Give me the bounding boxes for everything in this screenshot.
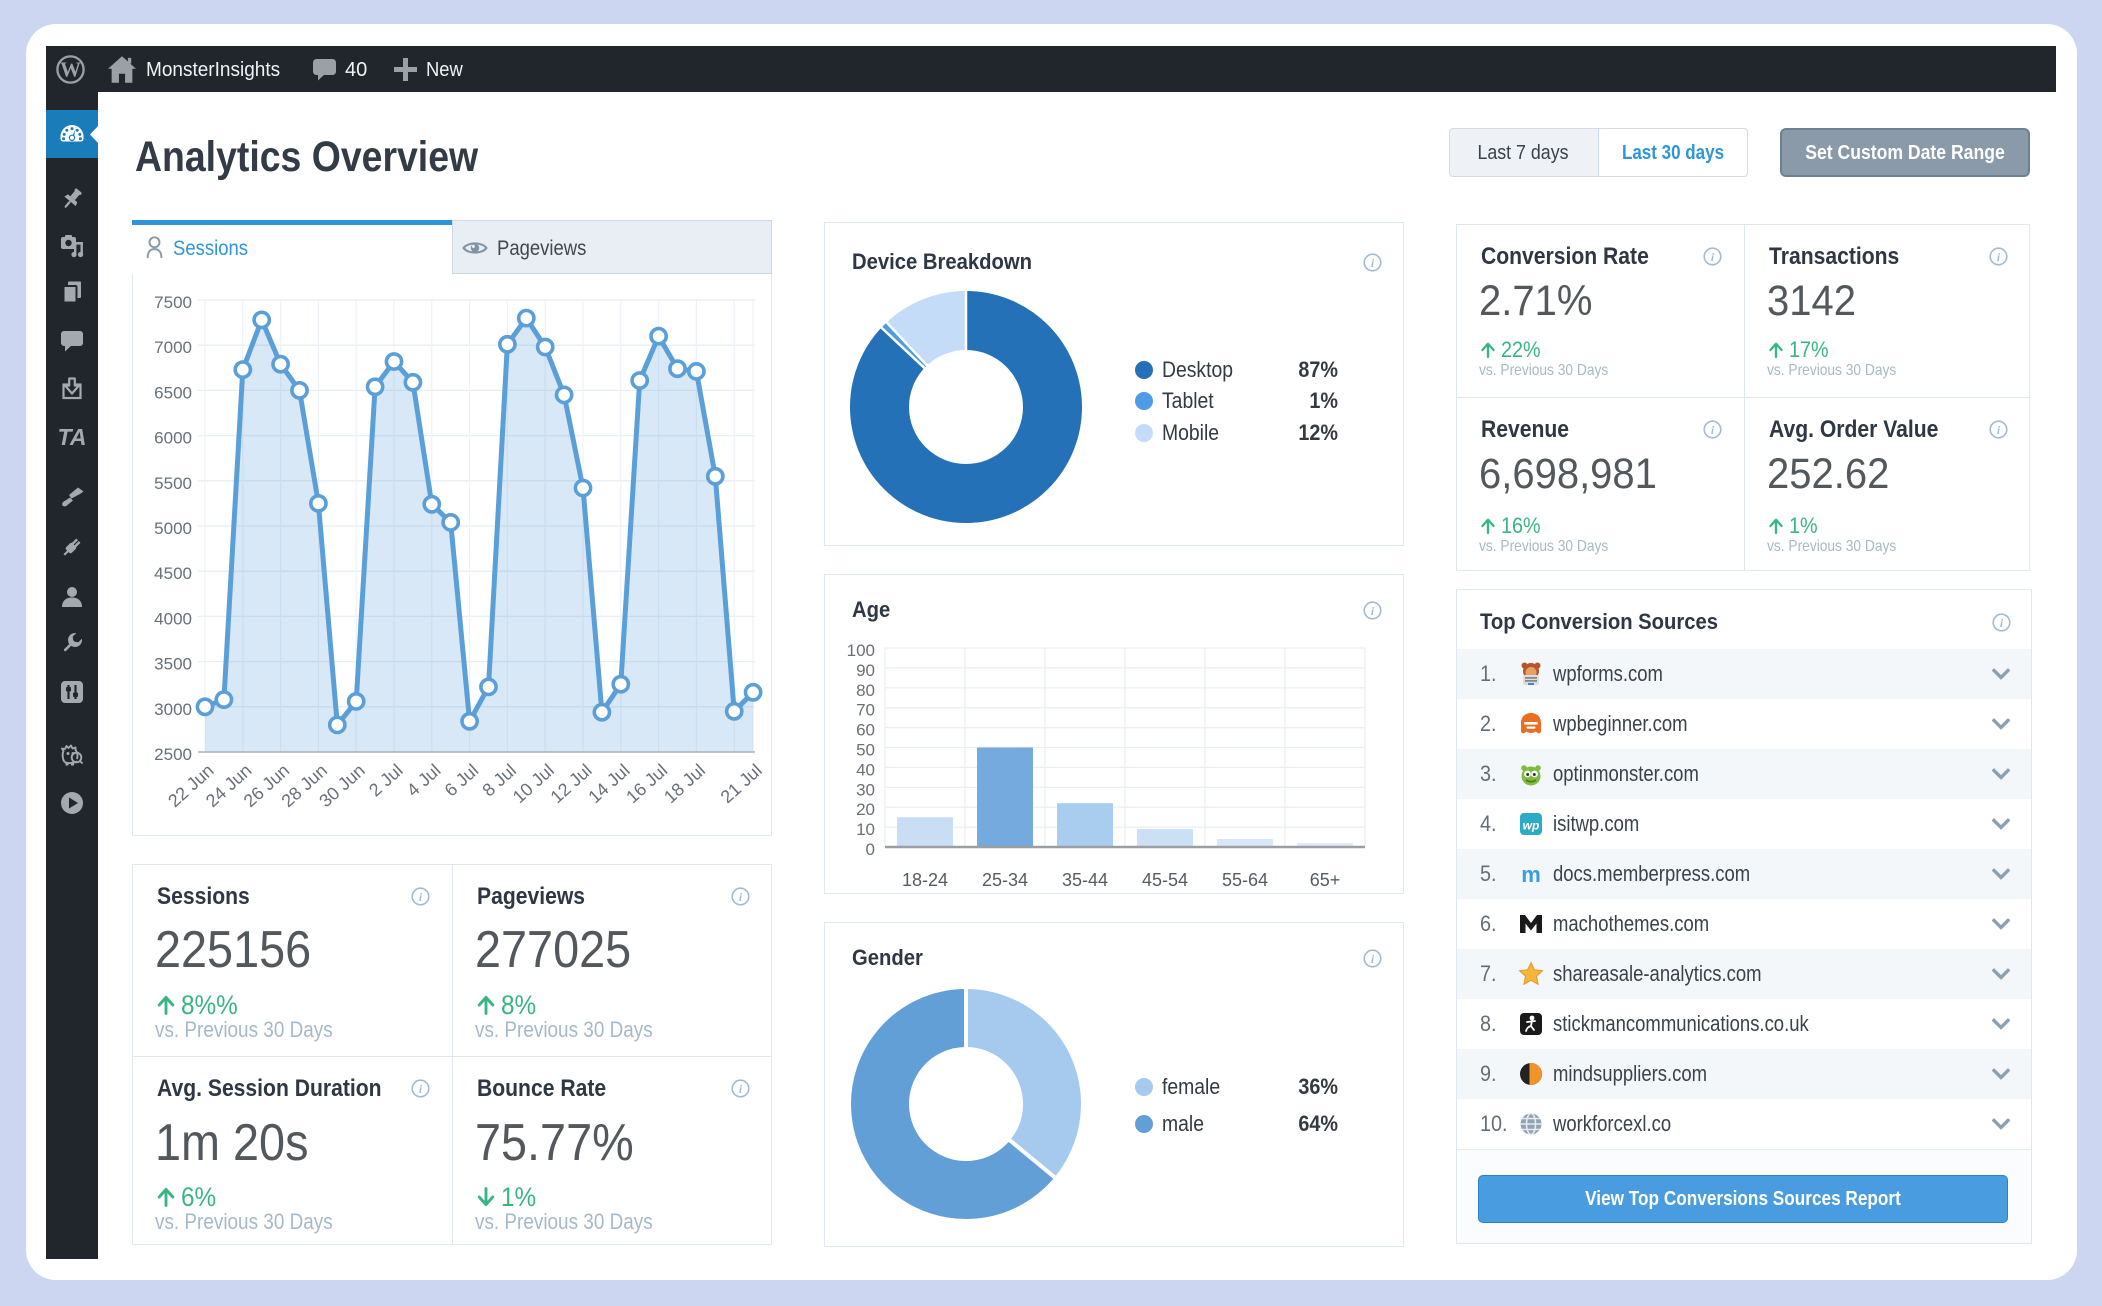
svg-text:65+: 65+ (1310, 870, 1341, 890)
svg-text:m: m (1521, 862, 1541, 887)
svg-text:W: W (60, 58, 81, 82)
svg-text:7500: 7500 (154, 293, 192, 312)
svg-text:18-24: 18-24 (902, 870, 948, 890)
svg-text:16 Jul: 16 Jul (622, 760, 671, 807)
svg-text:wp: wp (1523, 819, 1540, 833)
svg-text:80: 80 (856, 681, 875, 700)
svg-text:20: 20 (856, 800, 875, 819)
svg-text:25-34: 25-34 (982, 870, 1028, 890)
svg-text:5500: 5500 (154, 474, 192, 493)
svg-text:i: i (1710, 252, 1714, 264)
svg-text:6500: 6500 (154, 383, 192, 402)
svg-text:i: i (1999, 618, 2003, 630)
svg-text:i: i (418, 1084, 422, 1096)
svg-text:6000: 6000 (154, 429, 192, 448)
svg-text:i: i (1370, 606, 1374, 618)
svg-text:i: i (1996, 252, 2000, 264)
svg-text:3500: 3500 (154, 655, 192, 674)
svg-text:40: 40 (856, 760, 875, 779)
svg-text:50: 50 (856, 741, 875, 760)
svg-text:i: i (738, 892, 742, 904)
svg-text:21 Jul: 21 Jul (717, 760, 766, 807)
svg-text:4500: 4500 (154, 564, 192, 583)
svg-text:18 Jul: 18 Jul (660, 760, 709, 807)
svg-text:3000: 3000 (154, 700, 192, 719)
svg-text:70: 70 (856, 701, 875, 720)
svg-text:100: 100 (847, 641, 875, 660)
svg-text:45-54: 45-54 (1142, 870, 1188, 890)
svg-text:i: i (1996, 425, 2000, 437)
svg-text:i: i (738, 1084, 742, 1096)
svg-text:10: 10 (856, 820, 875, 839)
svg-text:7000: 7000 (154, 338, 192, 357)
svg-text:60: 60 (856, 721, 875, 740)
svg-text:5000: 5000 (154, 519, 192, 538)
svg-text:2 Jul: 2 Jul (365, 760, 407, 800)
svg-text:i: i (1370, 954, 1374, 966)
svg-text:6 Jul: 6 Jul (441, 760, 483, 800)
svg-text:30: 30 (856, 780, 875, 799)
svg-text:35-44: 35-44 (1062, 870, 1108, 890)
svg-text:4000: 4000 (154, 609, 192, 628)
svg-text:10 Jul: 10 Jul (509, 760, 558, 807)
svg-text:14 Jul: 14 Jul (584, 760, 633, 807)
svg-text:0: 0 (866, 840, 875, 859)
svg-text:i: i (418, 892, 422, 904)
svg-text:2500: 2500 (154, 745, 192, 764)
svg-text:90: 90 (856, 661, 875, 680)
svg-text:12 Jul: 12 Jul (547, 760, 596, 807)
svg-text:4 Jul: 4 Jul (403, 760, 445, 800)
svg-text:i: i (1710, 425, 1714, 437)
svg-text:55-64: 55-64 (1222, 870, 1268, 890)
svg-text:i: i (1370, 258, 1374, 270)
